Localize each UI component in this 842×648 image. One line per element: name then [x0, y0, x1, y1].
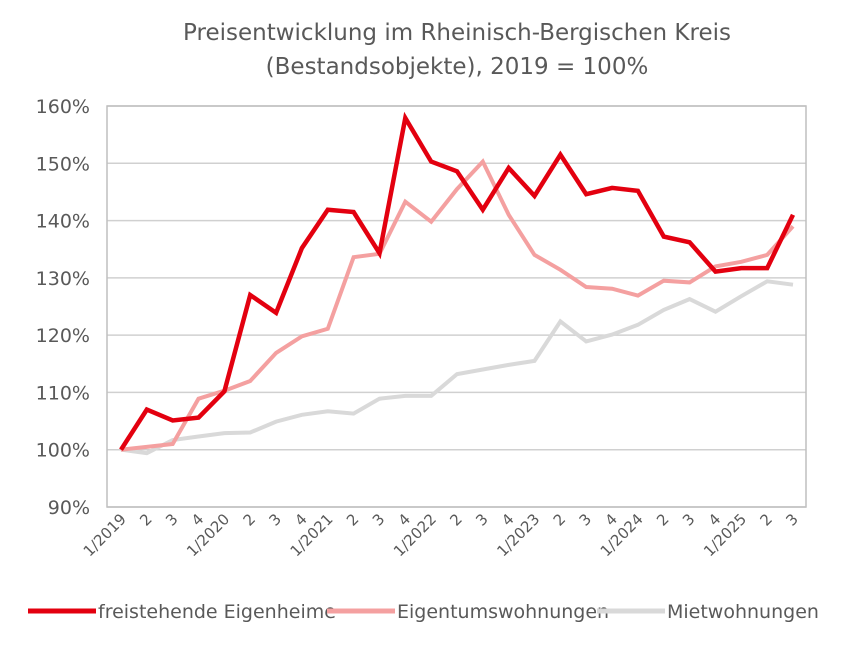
legend-item: freistehende Eigenheime: [28, 601, 336, 623]
y-tick-label: 110%: [36, 382, 90, 404]
x-tick-label: 3: [162, 510, 181, 529]
y-tick-label: 140%: [36, 211, 90, 233]
x-tick-label: 2: [136, 510, 155, 529]
x-tick-label: 2: [550, 510, 569, 529]
x-tick-label: 3: [782, 510, 801, 529]
legend-label: Mietwohnungen: [667, 601, 819, 623]
legend-item: Mietwohnungen: [597, 601, 819, 623]
x-tick-label: 3: [369, 510, 388, 529]
x-tick-label: 3: [679, 510, 698, 529]
y-tick-label: 100%: [36, 440, 90, 462]
x-tick-label: 3: [265, 510, 284, 529]
x-tick-label: 2: [653, 510, 672, 529]
legend-label: Eigentumswohnungen: [397, 601, 609, 623]
y-tick-label: 120%: [36, 325, 90, 347]
chart-subtitle: (Bestandsobjekte), 2019 = 100%: [266, 54, 649, 80]
series-line-2: [120, 279, 794, 456]
plot-area-frame: [106, 105, 807, 508]
x-tick-label: 3: [472, 510, 491, 529]
series-line-0: [119, 111, 796, 451]
x-tick-label: 3: [576, 510, 595, 529]
y-tick-label: 150%: [36, 153, 90, 175]
y-tick-label: 130%: [36, 268, 90, 290]
legend-item: Eigentumswohnungen: [327, 601, 609, 623]
y-tick-label: 160%: [36, 96, 90, 118]
chart-title: Preisentwicklung im Rheinisch-Bergischen…: [183, 20, 731, 46]
x-tick-label: 2: [240, 510, 259, 529]
x-axis: 1/2019 2 3 41/2020 2 3 41/2021 2 3 41/2022 2 3 41/20…: [80, 510, 802, 560]
series-lines: [119, 111, 796, 456]
legend: freistehende Eigenheime Eigentumswohnunge…: [28, 601, 819, 623]
y-tick-label: 90%: [48, 497, 90, 519]
x-tick-label: 2: [343, 510, 362, 529]
y-axis: 90% 100% 110% 120% 130% 140% 150% 160%: [36, 96, 90, 519]
x-tick-label: 2: [446, 510, 465, 529]
legend-label: freistehende Eigenheime: [98, 601, 336, 623]
x-tick-label: 2: [757, 510, 776, 529]
series-line-1: [120, 158, 795, 452]
